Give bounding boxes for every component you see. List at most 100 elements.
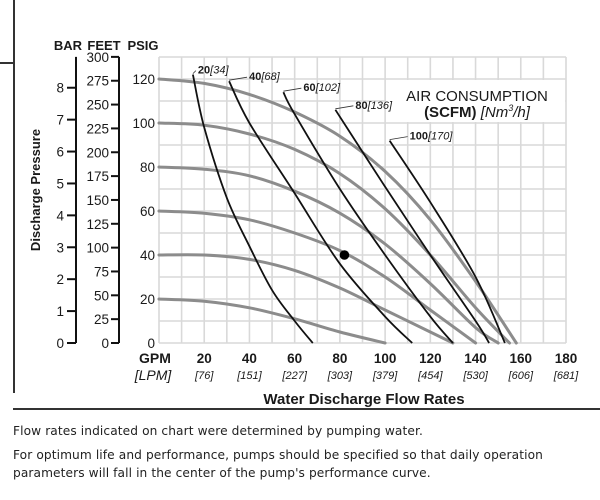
air-consumption-curves: 20[34] 40[68] 60[102] 80[136] 100[170] [192, 65, 506, 344]
legend-title-line2: (SCFM) [Nm3/h] [424, 103, 531, 121]
y-tick-label-bar: 4 [56, 208, 64, 223]
y-axis-header-feet: FEET [87, 38, 120, 53]
y-axis-label: Discharge Pressure [28, 129, 43, 251]
y-tick-label-feet: 25 [94, 312, 109, 327]
x-tick-label-lpm: [379] [372, 370, 398, 382]
y-tick-label-psig: 100 [132, 116, 155, 131]
x-tick-label-gpm: 80 [332, 351, 347, 366]
legend-title-line1: AIR CONSUMPTION [406, 88, 548, 105]
y-tick-label-feet: 225 [86, 121, 109, 136]
y-tick-label-psig: 20 [140, 292, 155, 307]
x-unit-primary: GPM [139, 350, 171, 366]
air-curve-80-scfm [334, 109, 490, 344]
y-tick-label-feet: 100 [86, 241, 109, 256]
frame-bottom-border [13, 408, 600, 410]
y-tick-label-bar: 7 [56, 113, 64, 128]
x-tick-label-gpm: 100 [374, 351, 397, 366]
y-axis-header-bar: BAR [54, 38, 83, 53]
y-tick-label-bar: 3 [56, 240, 64, 255]
x-unit-secondary: [LPM] [134, 367, 173, 383]
air-curve-label-nm3h: [102] [315, 82, 341, 94]
y-axis-header-psig: PSIG [127, 38, 158, 53]
legend-unit-sup: 3 [508, 103, 513, 113]
y-tick-label-bar: 1 [56, 304, 64, 319]
air-curve-40-scfm [228, 80, 413, 344]
air-curve-label-scfm: 40 [249, 71, 261, 83]
air-curve-label-scfm: 60 [303, 82, 315, 94]
y-tick-label-bar: 6 [56, 145, 64, 160]
frame-top-tick [0, 62, 14, 64]
y-tick-label-feet: 75 [94, 264, 109, 279]
air-curve-label: 100[170] [410, 131, 454, 143]
pressure-curve-0 [157, 77, 518, 345]
grid [158, 56, 567, 344]
y-tick-label-feet: 175 [86, 169, 109, 184]
y-tick-label-feet: 250 [86, 98, 109, 113]
y-tick-label-psig: 40 [140, 248, 155, 263]
air-curve-20-scfm [192, 74, 314, 344]
x-tick-label-lpm: [227] [281, 370, 307, 382]
x-tick-label-gpm: 60 [287, 351, 302, 366]
x-tick-label-lpm: [151] [236, 370, 262, 382]
air-curve-label-nm3h: [34] [209, 65, 229, 77]
x-tick-label-lpm: [303] [327, 370, 353, 382]
air-curve-label-leader [283, 87, 302, 92]
y-tick-label-bar: 0 [56, 336, 64, 351]
air-curve-label-nm3h: [68] [260, 71, 280, 83]
y-tick-label-feet: 300 [86, 50, 109, 65]
x-tick-label-lpm: [530] [462, 370, 488, 382]
air-curve-label-leader [389, 136, 408, 140]
pressure-curve-3 [157, 209, 478, 345]
air-curve-label-leader [192, 70, 197, 74]
y-tick-label-psig: 80 [140, 160, 155, 175]
y-tick-label-feet: 50 [94, 288, 109, 303]
pressure-curve-4 [157, 253, 455, 345]
air-curve-label-leader [335, 105, 354, 110]
legend-unit-nm3h-suffix: /h] [512, 104, 531, 121]
note-flow-rates: Flow rates indicated on chart were deter… [13, 424, 423, 438]
performance-chart: 20[34]40[68]60[102]80[136]100[170] 02040… [28, 38, 579, 408]
air-curve-60-scfm [282, 91, 454, 344]
y-tick-label-bar: 2 [56, 272, 64, 287]
y-tick-label-bar: 5 [56, 176, 64, 191]
air-curve-label-scfm: 20 [198, 65, 210, 77]
operating-point-dot [339, 250, 350, 260]
y-tick-label-feet: 0 [101, 336, 109, 351]
air-curve-label: 80[136] [355, 100, 393, 112]
y-tick-label-feet: 125 [86, 217, 109, 232]
x-tick-label-lpm: [76] [194, 370, 214, 382]
y-tick-label-feet: 200 [86, 145, 109, 160]
air-curve-label-nm3h: [170] [427, 131, 453, 143]
x-axis-label: Water Discharge Flow Rates [263, 391, 464, 408]
y-tick-label-psig: 60 [140, 204, 155, 219]
y-tick-label-feet: 275 [86, 74, 109, 89]
x-tick-label-lpm: [681] [553, 370, 579, 382]
x-tick-label-lpm: [454] [417, 370, 443, 382]
air-curve-100-scfm [388, 140, 506, 344]
y-tick-label-psig: 120 [132, 72, 155, 87]
air-curve-label: 40[68] [249, 71, 281, 83]
air-curve-label: 60[102] [303, 82, 341, 94]
legend-unit-scfm: (SCFM) [424, 104, 477, 121]
y-tick-label-bar: 8 [56, 81, 64, 96]
x-tick-label-gpm: 20 [197, 351, 212, 366]
air-curve-label: 20[34] [198, 65, 230, 77]
pressure-curve-1 [157, 121, 511, 345]
legend-unit-nm3h-prefix: [Nm [480, 104, 509, 121]
air-curve-label-scfm: 80 [355, 100, 367, 112]
x-tick-label-gpm: 180 [555, 351, 578, 366]
y-tick-label-feet: 150 [86, 193, 109, 208]
legend-background [386, 80, 565, 122]
x-tick-label-lpm: [606] [508, 370, 534, 382]
air-curve-label-leader [229, 76, 248, 81]
frame-left-border [13, 0, 15, 393]
air-curve-label-scfm: 100 [410, 131, 428, 143]
y-tick-label-psig: 0 [147, 336, 155, 351]
chart-marks [339, 250, 350, 260]
axes: 0204060801001200255075100125150175200225… [56, 50, 579, 382]
x-tick-label-gpm: 140 [464, 351, 487, 366]
x-tick-label-gpm: 40 [242, 351, 257, 366]
x-tick-label-gpm: 160 [510, 351, 533, 366]
x-tick-label-gpm: 120 [419, 351, 442, 366]
air-curve-label-nm3h: [136] [367, 100, 393, 112]
